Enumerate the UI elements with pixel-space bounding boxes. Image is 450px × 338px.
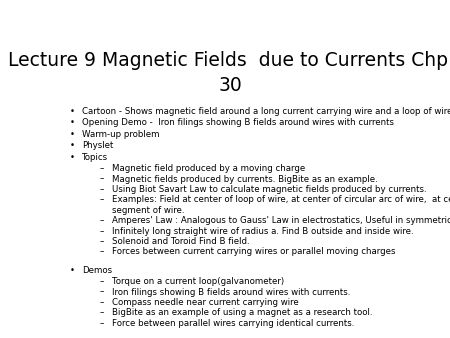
Text: –: –: [99, 277, 104, 286]
Text: Torque on a current loop(galvanometer): Torque on a current loop(galvanometer): [112, 277, 284, 286]
Text: –: –: [99, 288, 104, 296]
Text: Examples: Field at center of loop of wire, at center of circular arc of wire,  a: Examples: Field at center of loop of wir…: [112, 195, 450, 204]
Text: –: –: [99, 195, 104, 204]
Text: –: –: [99, 185, 104, 194]
Text: –: –: [99, 308, 104, 317]
Text: Lecture 9 Magnetic Fields  due to Currents Chp.: Lecture 9 Magnetic Fields due to Current…: [8, 51, 450, 70]
Text: –: –: [99, 216, 104, 225]
Text: Physlet: Physlet: [82, 141, 114, 150]
Text: Warm-up problem: Warm-up problem: [82, 130, 160, 139]
Text: Amperes' Law : Analogous to Gauss' Law in electrostatics, Useful in symmetric ca: Amperes' Law : Analogous to Gauss' Law i…: [112, 216, 450, 225]
Text: Magnetic field produced by a moving charge: Magnetic field produced by a moving char…: [112, 164, 305, 173]
Text: –: –: [99, 175, 104, 184]
Text: –: –: [99, 319, 104, 328]
Text: Force between parallel wires carrying identical currents.: Force between parallel wires carrying id…: [112, 319, 355, 328]
Text: Infinitely long straight wire of radius a. Find B outside and inside wire.: Infinitely long straight wire of radius …: [112, 227, 414, 236]
Text: –: –: [99, 247, 104, 257]
Text: –: –: [99, 164, 104, 173]
Text: Compass needle near current carrying wire: Compass needle near current carrying wir…: [112, 298, 299, 307]
Text: –: –: [99, 298, 104, 307]
Text: •: •: [69, 141, 74, 150]
Text: Solenoid and Toroid Find B field.: Solenoid and Toroid Find B field.: [112, 237, 250, 246]
Text: 30: 30: [219, 76, 243, 95]
Text: Forces between current carrying wires or parallel moving charges: Forces between current carrying wires or…: [112, 247, 396, 257]
Text: •: •: [69, 153, 74, 162]
Text: –: –: [99, 237, 104, 246]
Text: BigBite as an example of using a magnet as a research tool.: BigBite as an example of using a magnet …: [112, 308, 373, 317]
Text: •: •: [69, 107, 74, 116]
Text: Using Biot Savart Law to calculate magnetic fields produced by currents.: Using Biot Savart Law to calculate magne…: [112, 185, 427, 194]
Text: –: –: [99, 227, 104, 236]
Text: Iron filings showing B fields around wires with currents.: Iron filings showing B fields around wir…: [112, 288, 351, 296]
Text: Demos: Demos: [82, 266, 112, 275]
Text: Magnetic fields produced by currents. BigBite as an example.: Magnetic fields produced by currents. Bi…: [112, 175, 378, 184]
Text: •: •: [69, 266, 74, 275]
Text: •: •: [69, 118, 74, 127]
Text: Opening Demo -  Iron filings showing B fields around wires with currents: Opening Demo - Iron filings showing B fi…: [82, 118, 394, 127]
Text: Topics: Topics: [82, 153, 108, 162]
Text: segment of wire.: segment of wire.: [112, 206, 184, 215]
Text: Cartoon - Shows magnetic field around a long current carrying wire and a loop of: Cartoon - Shows magnetic field around a …: [82, 107, 450, 116]
Text: •: •: [69, 130, 74, 139]
